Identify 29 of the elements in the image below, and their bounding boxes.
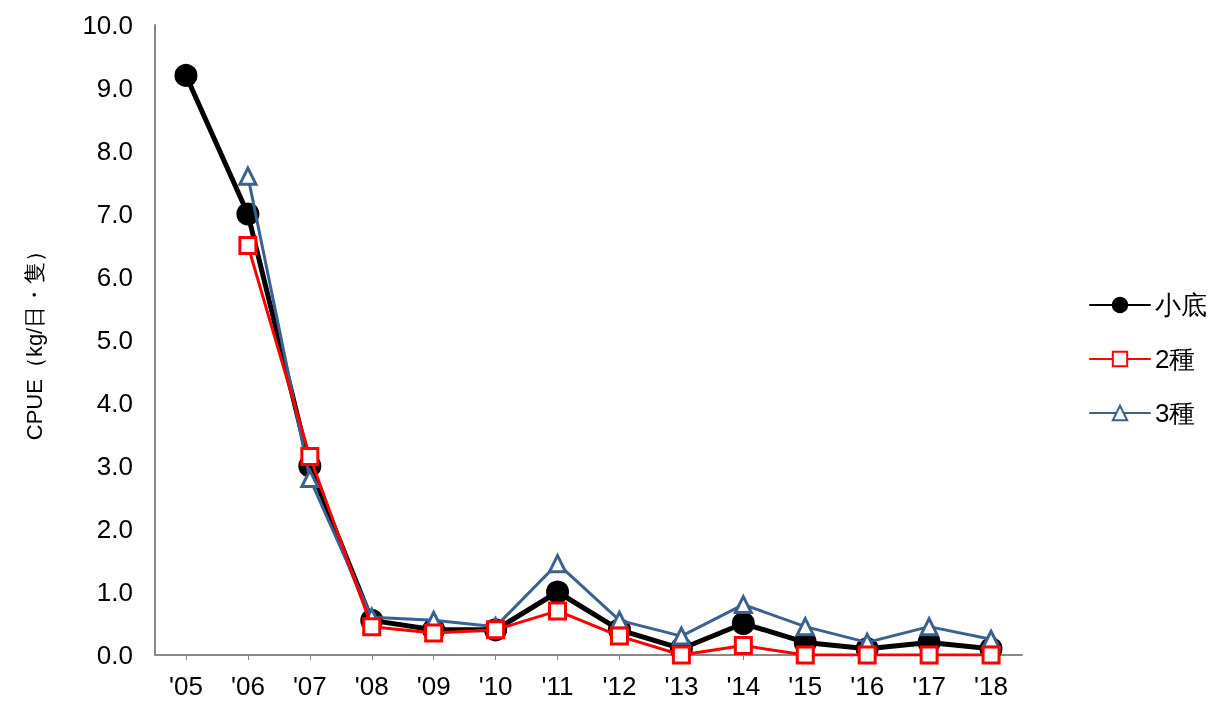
x-tick-label: '09 [416, 671, 451, 701]
x-tick-label: '07 [292, 671, 327, 701]
y-tick-label: 7.0 [96, 199, 133, 229]
y-tick-label: 9.0 [96, 73, 133, 103]
y-tick-label: 5.0 [96, 325, 133, 355]
x-tick-label: '15 [788, 671, 823, 701]
y-tick-label: 2.0 [96, 514, 133, 544]
y-tick-label: 8.0 [96, 136, 133, 166]
y-tick-label: 6.0 [96, 262, 133, 292]
y-tick-label: 1.0 [96, 577, 133, 607]
x-tick-label: '08 [354, 671, 389, 701]
legend-label: 3種 [1155, 398, 1196, 428]
x-tick-label: '10 [478, 671, 513, 701]
x-tick-label: '17 [912, 671, 947, 701]
y-axis-title: CPUE（kg/日・隻） [21, 239, 47, 441]
x-tick-label: '16 [850, 671, 885, 701]
y-tick-label: 0.0 [96, 640, 133, 670]
legend-label: 小底 [1155, 290, 1207, 320]
y-tick-label: 10.0 [82, 10, 133, 40]
y-tick-label: 3.0 [96, 451, 133, 481]
y-tick-label: 4.0 [96, 388, 133, 418]
x-tick-label: '06 [230, 671, 265, 701]
x-tick-label: '14 [726, 671, 761, 701]
x-tick-label: '12 [602, 671, 637, 701]
x-tick-label: '18 [974, 671, 1008, 701]
x-tick-label: '11 [541, 671, 574, 701]
x-tick-label: '05 [169, 671, 203, 701]
x-tick-label: '13 [664, 671, 699, 701]
legend-label: 2種 [1155, 344, 1196, 374]
